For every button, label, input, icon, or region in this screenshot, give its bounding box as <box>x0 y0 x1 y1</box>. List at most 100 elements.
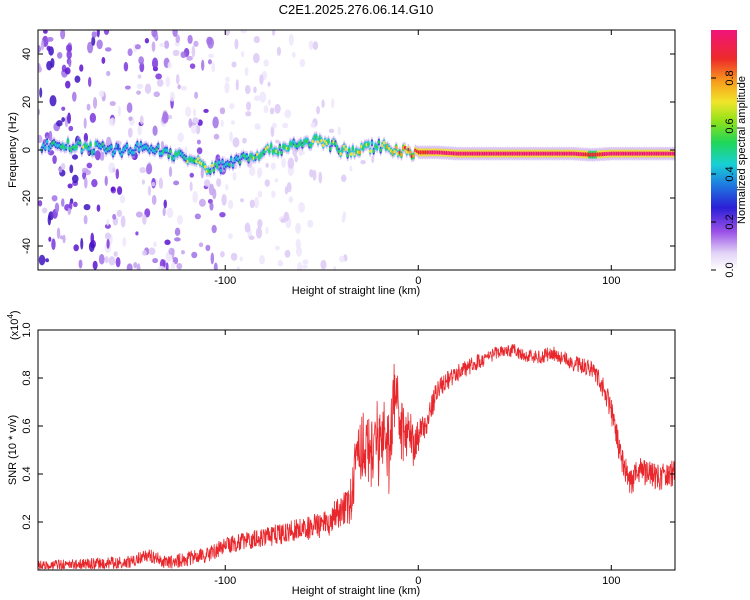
spectrogram-noise-cell <box>186 55 193 61</box>
spectrogram-noise-cell <box>106 70 111 77</box>
spectrogram-ridge-core <box>136 142 139 146</box>
spectrogram-x-ticks: -100 0 100 <box>214 30 620 287</box>
spectrogram-noise-cell <box>240 51 245 58</box>
spectrogram-noise-cell <box>169 91 175 102</box>
x-tick-label: 100 <box>602 575 620 587</box>
spectrogram-noise-cell <box>89 112 97 123</box>
y-tick-label: 0.2 <box>21 514 33 529</box>
snr-y-scale-suffix: ) <box>9 310 21 314</box>
spectrogram-noise-cell <box>151 194 157 206</box>
spectrogram-noise-cell <box>328 128 335 134</box>
spectrogram-noise-cell <box>162 207 166 217</box>
spectrogram-noise-cell <box>126 263 133 270</box>
spectrogram-noise-cell <box>307 219 314 228</box>
spectrogram-noise-cell <box>71 174 79 184</box>
spectrogram-ridge-core <box>377 140 381 144</box>
spectrogram-noise-cell <box>207 59 212 65</box>
spectrogram-noise-cell <box>340 174 347 183</box>
spectrogram-noise-cell <box>104 256 109 264</box>
spectrogram-ridge-core <box>329 147 332 151</box>
x-tick-label: 0 <box>415 275 421 287</box>
colorbar-label: Normalized spectral amplitude <box>736 76 748 224</box>
snr-y-scale-exponent: 4 <box>6 314 15 319</box>
spectrogram-noise-cell <box>245 111 252 117</box>
spectrogram-noise-cell <box>91 31 98 38</box>
spectrogram-noise-cell <box>189 172 194 178</box>
spectrogram-ridge-core <box>379 148 382 152</box>
spectrogram-noise-cell <box>209 202 214 211</box>
spectrogram-noise-cell <box>299 58 306 68</box>
spectrogram-noise-cell <box>296 246 303 257</box>
spectrogram-noise-cell <box>196 139 201 145</box>
spectrogram-noise-cell <box>48 236 52 242</box>
spectrogram-noise-cell <box>128 116 133 121</box>
spectrogram-noise-cell <box>225 184 229 191</box>
spectrogram-noise-cell <box>144 208 151 218</box>
spectrogram-noise-cell <box>96 30 100 38</box>
spectrogram-noise-cell <box>87 41 94 54</box>
spectrogram-ridge-core <box>228 162 231 167</box>
spectrogram-ridge-core <box>75 144 78 149</box>
spectrogram-noise-cell <box>230 120 236 125</box>
spectrogram-noise-cell <box>139 167 146 174</box>
spectrogram-noise-cell <box>244 66 249 77</box>
y-tick-label: -20 <box>21 190 33 206</box>
spectrogram-noise-cell <box>284 249 291 258</box>
spectrogram-noise-cell <box>148 247 156 256</box>
spectrogram-noise-cell <box>244 222 251 233</box>
y-tick-label: 1.0 <box>21 322 33 337</box>
spectrogram-y-label: Frequency (Hz) <box>7 112 19 188</box>
spectrogram-noise-cell <box>141 179 145 185</box>
spectrogram-ridge-core <box>110 145 113 149</box>
spectrogram-noise-cell <box>360 159 366 165</box>
spectrogram-noise-cell <box>147 185 152 196</box>
spectrogram-noise-cell <box>136 90 141 95</box>
spectrogram-noise-cell <box>229 131 233 143</box>
spectrogram-noise-cell <box>139 115 144 125</box>
spectrogram-ridge-core <box>230 157 233 162</box>
spectrogram-noise-cell <box>213 262 218 270</box>
chart-title: C2E1.2025.276.06.14.G10 <box>279 2 434 17</box>
spectrogram-noise-cell <box>254 196 260 209</box>
spectrogram-noise-cell <box>295 222 301 234</box>
spectrogram-noise-cell <box>166 207 174 219</box>
y-tick-label: 0 <box>21 147 33 153</box>
spectrogram-noise-cell <box>194 213 201 220</box>
spectrogram-noise-cell <box>67 207 72 215</box>
spectrogram-noise-cell <box>38 108 41 116</box>
spectrogram-noise-cell <box>112 213 117 220</box>
spectrogram-noise-cell <box>309 169 314 178</box>
spectrogram-noise-cell <box>195 123 201 135</box>
spectrogram-noise-cell <box>60 30 66 40</box>
spectrogram-noise-cell <box>88 241 95 253</box>
spectrogram-noise-cell <box>253 35 260 44</box>
spectrogram-noise-cell <box>224 30 231 36</box>
spectrogram-noise-cell <box>191 251 198 259</box>
spectrogram-noise-cell <box>90 232 95 244</box>
spectrogram-noise-cell <box>194 91 199 99</box>
spectrogram-noise-cell <box>41 207 48 214</box>
spectrogram-noise-cell <box>144 83 152 94</box>
spectrogram-noise-cell <box>310 122 316 128</box>
colorbar-ticks: 0.0 0.2 0.4 0.6 0.8 <box>711 70 736 278</box>
spectrogram-noise-cell <box>232 171 237 181</box>
snr-y-ticks: 0.2 0.4 0.6 0.8 1.0 <box>21 322 675 530</box>
spectrogram-noise-cell <box>146 163 153 175</box>
spectrogram-ridge-core <box>113 149 117 153</box>
spectrogram-noise-cell <box>208 183 215 196</box>
spectrogram-noise-cell <box>67 183 73 189</box>
snr-series-line <box>38 343 675 570</box>
spectrogram-ridge-core <box>231 163 235 168</box>
spectrogram-noise-cell <box>203 179 211 187</box>
spectrogram-noise-cell <box>298 151 306 156</box>
spectrogram-noise-cell <box>135 211 143 218</box>
spectrogram-noise-cell <box>152 125 158 136</box>
spectrogram-noise-cell <box>38 62 41 71</box>
spectrogram-noise-cell <box>267 99 272 106</box>
spectrogram-noise-cell <box>66 50 72 60</box>
spectrogram-noise-cell <box>286 181 292 193</box>
spectrogram-noise-cell <box>98 253 105 265</box>
spectrogram-noise-cell <box>39 87 43 98</box>
spectrogram-noise-cell <box>192 108 197 117</box>
spectrogram-noise-cell <box>371 155 375 164</box>
